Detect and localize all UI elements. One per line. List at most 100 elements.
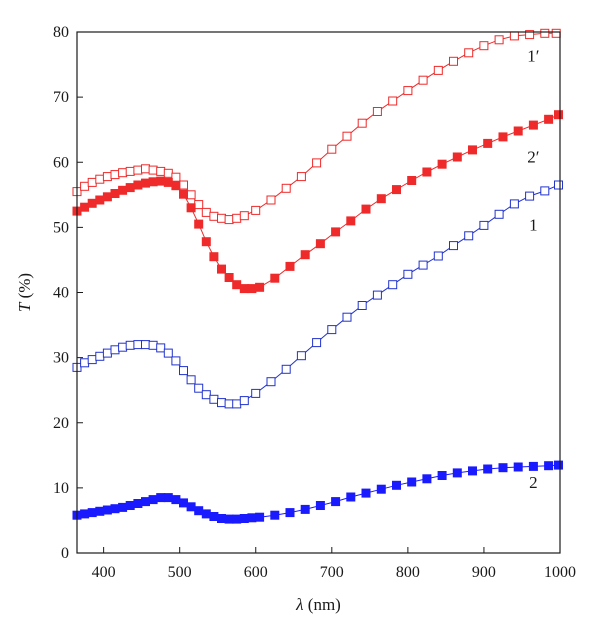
series-1 — [72, 28, 561, 225]
curve-label: 1′ — [527, 46, 539, 65]
data-point — [171, 172, 181, 182]
data-point — [186, 203, 196, 213]
data-point — [80, 358, 90, 368]
data-point — [201, 390, 211, 400]
data-point — [494, 35, 504, 45]
data-point — [357, 301, 367, 310]
data-point — [540, 28, 550, 38]
data-point — [281, 183, 291, 193]
data-point — [95, 195, 105, 205]
data-point — [156, 166, 166, 176]
data-point — [201, 509, 211, 519]
data-point — [209, 512, 219, 521]
y-tick-label: 70 — [53, 89, 69, 106]
data-point — [110, 189, 120, 198]
data-point — [449, 56, 458, 66]
data-point — [118, 185, 128, 195]
data-point — [296, 172, 306, 182]
data-point — [163, 348, 173, 358]
x-tick-label: 800 — [396, 564, 420, 581]
x-tick-label: 400 — [92, 564, 116, 581]
data-point — [544, 461, 554, 471]
data-point — [194, 506, 204, 516]
data-point — [141, 178, 150, 188]
data-point — [392, 185, 401, 195]
data-point — [232, 399, 242, 409]
curve-label: 2′ — [527, 147, 539, 166]
data-point — [148, 165, 158, 175]
data-point — [148, 340, 158, 350]
data-point — [388, 96, 398, 106]
chart-axes: 400 500 600 700 800 900 1000 0 10 20 30 40 50 60 70 80 — [53, 24, 576, 581]
data-point — [255, 512, 265, 522]
data-point — [118, 502, 128, 512]
data-point — [251, 388, 261, 398]
data-point — [285, 261, 295, 271]
data-point — [372, 290, 382, 300]
data-point — [217, 398, 226, 408]
data-point — [80, 202, 90, 212]
data-point — [163, 168, 173, 178]
data-point — [118, 168, 128, 178]
data-point — [156, 343, 166, 353]
data-point — [201, 237, 211, 247]
data-point — [171, 495, 181, 505]
y-tick-label: 20 — [53, 415, 69, 432]
data-point — [403, 86, 413, 96]
data-point — [102, 172, 112, 182]
data-point — [110, 504, 120, 514]
data-point — [331, 227, 341, 237]
data-point — [163, 177, 173, 187]
data-point — [217, 264, 226, 274]
data-point — [315, 501, 325, 510]
data-point — [528, 120, 538, 130]
chart-marks — [72, 28, 563, 524]
data-point — [251, 205, 261, 215]
data-point — [179, 366, 188, 376]
data-point — [327, 144, 337, 154]
data-point — [509, 31, 519, 41]
data-point — [483, 138, 493, 148]
x-axis-title-unit: (nm) — [304, 595, 341, 614]
data-point — [156, 493, 166, 503]
data-point — [388, 280, 398, 290]
data-point — [464, 48, 474, 58]
data-point — [342, 312, 352, 322]
data-point — [186, 375, 196, 385]
data-point — [513, 126, 523, 136]
data-point — [281, 364, 291, 374]
data-point — [201, 207, 211, 217]
data-point — [376, 484, 386, 494]
data-point — [194, 200, 204, 210]
data-point — [133, 499, 143, 508]
data-point — [217, 514, 226, 523]
data-point — [418, 260, 428, 270]
data-point — [179, 498, 188, 508]
data-point — [148, 177, 158, 187]
data-point — [540, 186, 550, 196]
y-axis-title-symbol: T — [15, 301, 34, 312]
data-point — [433, 251, 443, 261]
data-point — [361, 204, 371, 214]
data-point — [247, 284, 257, 294]
data-point — [266, 195, 276, 205]
data-point — [554, 110, 563, 120]
data-point — [209, 252, 219, 262]
data-point — [232, 213, 242, 223]
series-2 — [72, 110, 563, 294]
data-point — [509, 199, 519, 209]
data-point — [376, 194, 386, 204]
data-point — [194, 383, 204, 393]
data-point — [239, 396, 249, 406]
data-point — [300, 504, 310, 514]
data-point — [528, 461, 538, 471]
data-point — [95, 351, 105, 361]
data-point — [87, 355, 97, 365]
data-point — [479, 41, 489, 51]
data-point — [156, 176, 166, 186]
data-point — [407, 176, 417, 185]
data-point — [171, 181, 181, 191]
data-point — [247, 513, 257, 523]
data-point — [468, 466, 477, 476]
